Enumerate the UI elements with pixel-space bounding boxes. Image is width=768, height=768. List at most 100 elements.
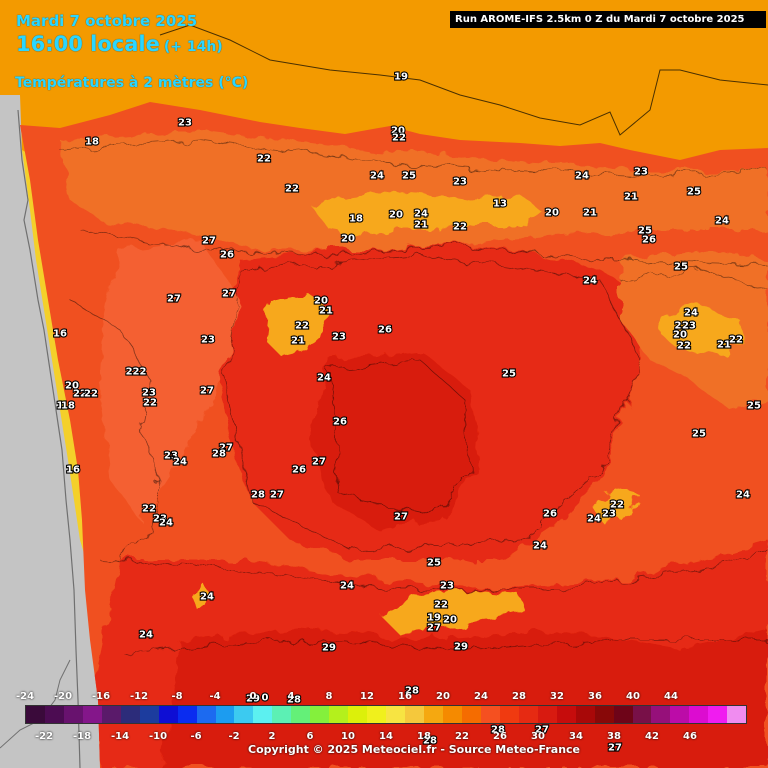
- legend-tick: 18: [417, 731, 431, 742]
- temperature-label: 28: [423, 736, 437, 747]
- legend-tick: 24: [474, 691, 488, 702]
- temperature-label: 19: [394, 72, 408, 83]
- temperature-label: 21: [291, 336, 305, 347]
- temperature-label: 27: [270, 490, 284, 501]
- legend-swatch: [348, 706, 368, 723]
- temperature-label: 20: [545, 208, 559, 219]
- legend-tick: -14: [110, 731, 130, 742]
- temperature-label: 18: [61, 401, 75, 412]
- temperature-label: 23: [602, 509, 616, 520]
- temperature-label: 24: [736, 490, 750, 501]
- temperature-label: 24: [715, 216, 729, 227]
- legend-tick: 36: [588, 691, 602, 702]
- legend-tick: 34: [569, 731, 583, 742]
- temperature-label: 27: [312, 457, 326, 468]
- legend-tick: 14: [379, 731, 393, 742]
- temperature-label: 25: [402, 171, 416, 182]
- legend-tick: -4: [209, 691, 221, 702]
- temperature-label: 20: [65, 381, 79, 392]
- field-title: Températures à 2 mètres (°C): [15, 75, 249, 91]
- temperature-label: 20: [443, 615, 457, 626]
- legend-swatch: [291, 706, 311, 723]
- legend-tick: 4: [287, 691, 295, 702]
- legend-swatch: [158, 706, 178, 723]
- temperature-label: 24: [414, 209, 428, 220]
- legend-swatch: [386, 706, 406, 723]
- temperature-label: 24: [200, 592, 214, 603]
- temperature-label: 27: [427, 623, 441, 634]
- temperature-label: 25: [692, 429, 706, 440]
- temperature-label: 21: [319, 306, 333, 317]
- isoline: [224, 254, 641, 551]
- temperature-label: 23: [142, 388, 156, 399]
- highland-west: [265, 295, 330, 355]
- temperature-label: 28: [405, 686, 419, 697]
- temperature-label: 26: [333, 417, 347, 428]
- legend-tick: 8: [325, 691, 333, 702]
- legend-tick: 22: [455, 731, 469, 742]
- legend-swatch: [82, 706, 102, 723]
- legend-tick: -10: [148, 731, 168, 742]
- temperature-label: 23: [178, 118, 192, 129]
- legend-tick: 30: [531, 731, 545, 742]
- color-legend: [25, 705, 747, 724]
- temperature-label: 25: [747, 401, 761, 412]
- legend-swatch: [44, 706, 64, 723]
- legend-tick: 12: [360, 691, 374, 702]
- temperature-label: 22: [143, 398, 157, 409]
- temperature-label: 22: [453, 222, 467, 233]
- legend-swatch: [632, 706, 652, 723]
- highland-north: [310, 190, 540, 235]
- temperature-label: 24: [340, 581, 354, 592]
- legend-swatch: [442, 706, 462, 723]
- temperature-label: 23: [153, 514, 167, 525]
- highland-east: [660, 305, 745, 355]
- legend-swatch: [537, 706, 557, 723]
- legend-swatch: [575, 706, 595, 723]
- isoline: [329, 359, 471, 516]
- temperature-label: 29: [322, 643, 336, 654]
- temperature-label: 23: [440, 581, 454, 592]
- temperature-label: 24: [684, 308, 698, 319]
- cool-north: [60, 130, 768, 250]
- temperature-label: 26: [543, 509, 557, 520]
- temperature-label: 24: [587, 514, 601, 525]
- temperature-label: 22: [392, 133, 406, 144]
- temperature-label: 20: [391, 126, 405, 137]
- temperature-label: 29: [246, 694, 260, 705]
- legend-swatch: [120, 706, 140, 723]
- forecast-time: 16:00 locale (+ 14h): [16, 32, 223, 56]
- legend-swatch: [424, 706, 443, 723]
- temperature-label: 20: [389, 210, 403, 221]
- temperature-label: 21: [414, 220, 428, 231]
- legend-swatch: [177, 706, 197, 723]
- temperature-label: 23: [332, 332, 346, 343]
- temperature-label: 23: [164, 451, 178, 462]
- legend-swatch: [272, 706, 292, 723]
- isoline: [119, 639, 768, 651]
- temperature-label: 22: [84, 389, 98, 400]
- legend-swatch: [613, 706, 633, 723]
- temperature-label: 27: [200, 386, 214, 397]
- temperature-label: 22: [729, 335, 743, 346]
- legend-swatch: [215, 706, 235, 723]
- temperature-label: 21: [583, 208, 597, 219]
- legend-swatch: [26, 706, 45, 723]
- temperature-label: 27: [167, 294, 181, 305]
- temperature-label: 16: [66, 465, 80, 476]
- legend-tick: -18: [72, 731, 92, 742]
- isoline: [619, 269, 768, 291]
- temperature-label: 28: [287, 695, 301, 706]
- legend-tick: 38: [607, 731, 621, 742]
- highland-south: [380, 590, 525, 635]
- isoline: [99, 549, 768, 591]
- hottest-south: [160, 630, 768, 768]
- temperature-label: 25: [427, 558, 441, 569]
- coast-strip: [22, 135, 86, 560]
- temperature-label: 28: [212, 449, 226, 460]
- legend-swatch: [461, 706, 481, 723]
- temperature-label: 20: [341, 234, 355, 245]
- legend-tick: -20: [53, 691, 73, 702]
- legend-swatch: [367, 706, 387, 723]
